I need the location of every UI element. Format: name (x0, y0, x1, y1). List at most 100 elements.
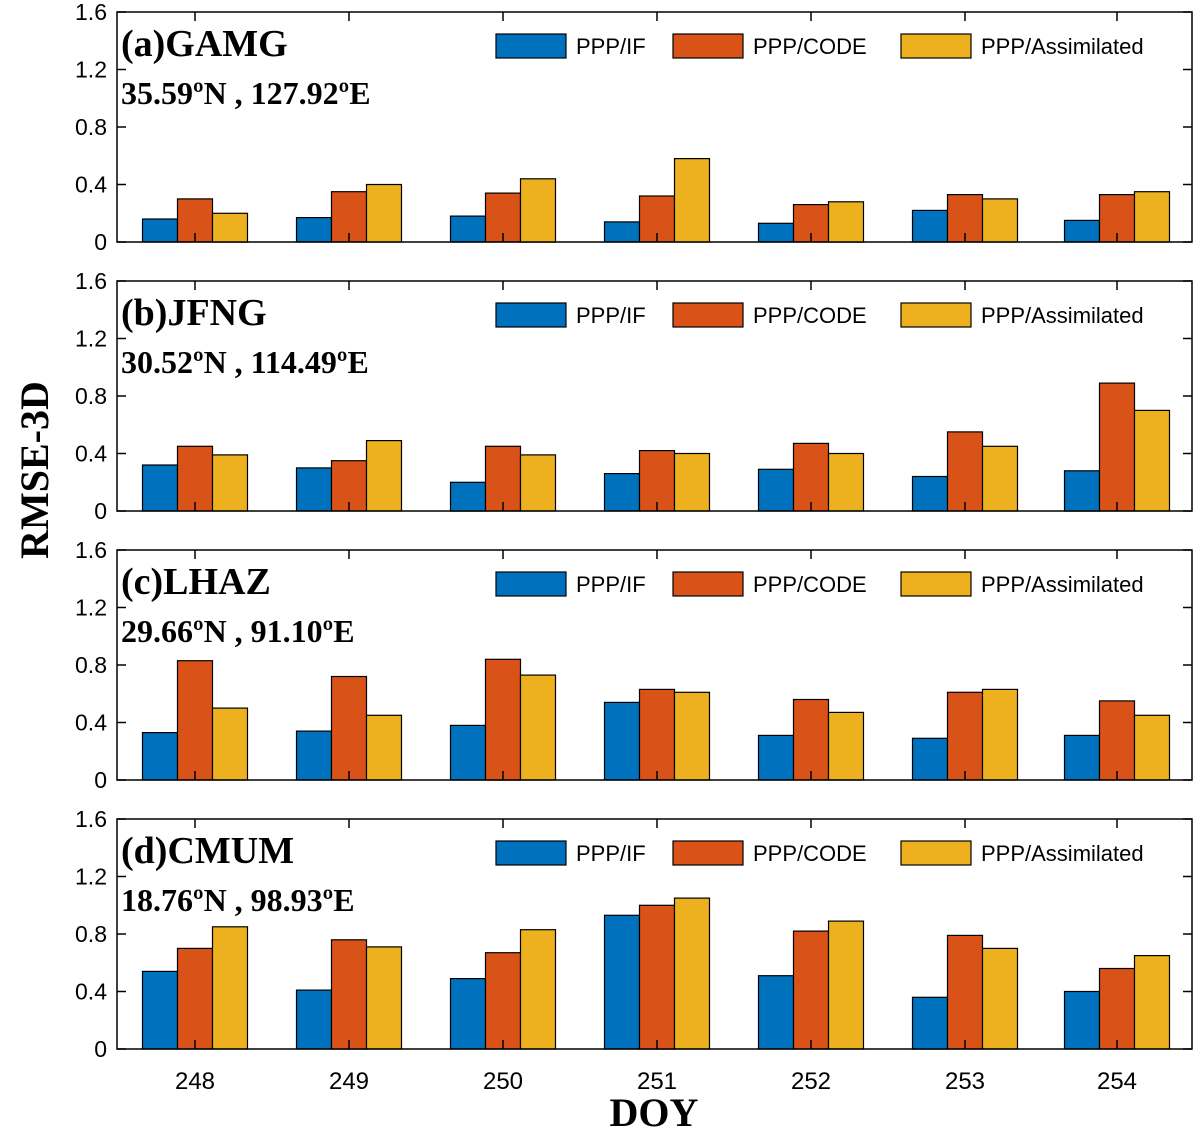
bar-ppp-assimilated-251 (673, 691, 711, 781)
bar-ppp-assimilated-250 (519, 178, 557, 243)
bar-ppp-if-250 (449, 977, 487, 1050)
bar-ppp-assimilated-253 (981, 198, 1019, 243)
bar-ppp-code-248 (176, 660, 214, 781)
legend-swatch-ppp-if (495, 571, 567, 597)
bar-ppp-code-253 (946, 431, 984, 512)
x-tick-label-248: 248 (175, 1068, 215, 1095)
bar-ppp-assimilated-254 (1133, 714, 1171, 781)
bar-ppp-assimilated-248 (211, 926, 249, 1050)
y-tick-label: 1.6 (75, 0, 107, 25)
panel-jfng: 0 0.4 0.8 1.2 1.6 (b)JFNG 30.52ºN , 114.49ºE PP… (75, 268, 1193, 524)
bar-ppp-if-252 (757, 975, 795, 1050)
bar-ppp-if-252 (757, 468, 795, 512)
panel-lhaz: 0 0.4 0.8 1.2 1.6 (c)LHAZ 29.66ºN , 91.10ºE PPP… (75, 537, 1193, 793)
legend-label-ppp-if: PPP/IF (576, 34, 646, 59)
bar-ppp-code-251 (638, 450, 676, 512)
bar-ppp-assimilated-251 (673, 158, 711, 243)
bar-ppp-if-249 (295, 989, 333, 1050)
bar-ppp-code-252 (792, 930, 830, 1050)
bar-ppp-if-254 (1063, 219, 1101, 243)
legend-swatch-ppp-if (495, 840, 567, 866)
bar-ppp-if-254 (1063, 990, 1101, 1050)
legend-swatch-ppp-assimilated (900, 302, 972, 328)
bar-ppp-assimilated-249 (365, 183, 403, 243)
bar-ppp-code-254 (1098, 967, 1136, 1050)
x-tick-label-250: 250 (483, 1068, 523, 1095)
y-tick-label: 1.6 (75, 268, 107, 294)
bar-ppp-assimilated-248 (211, 454, 249, 512)
x-tick-label-253: 253 (945, 1068, 985, 1095)
panel-label: (a)GAMG (121, 23, 288, 65)
bar-ppp-code-249 (330, 675, 368, 781)
bar-ppp-assimilated-254 (1133, 954, 1171, 1050)
station-coordinates: 30.52ºN , 114.49ºE (121, 344, 369, 380)
bar-ppp-assimilated-254 (1133, 409, 1171, 512)
legend-swatch-ppp-assimilated (900, 571, 972, 597)
bar-ppp-assimilated-253 (981, 445, 1019, 512)
legend-swatch-ppp-assimilated (900, 33, 972, 59)
y-tick-label: 0 (94, 498, 107, 524)
bar-ppp-if-250 (449, 724, 487, 781)
legend-label-ppp-code: PPP/CODE (753, 303, 867, 328)
y-tick-label: 0.4 (75, 710, 107, 736)
legend-swatch-ppp-if (495, 302, 567, 328)
legend-label-ppp-assimilated: PPP/Assimilated (981, 841, 1144, 866)
station-coordinates: 18.76ºN , 98.93ºE (121, 882, 355, 918)
bar-ppp-code-254 (1098, 382, 1136, 512)
bar-ppp-if-251 (603, 914, 641, 1050)
x-tick-label-252: 252 (791, 1068, 831, 1095)
legend-label-ppp-code: PPP/CODE (753, 572, 867, 597)
bar-ppp-code-254 (1098, 700, 1136, 781)
y-tick-label: 0.8 (75, 114, 107, 140)
panel-cmum: 0 0.4 0.8 1.2 1.6 (d)CMUM 18.76ºN , 98.93ºE PPP… (75, 806, 1193, 1062)
bar-ppp-code-250 (484, 658, 522, 781)
bar-ppp-if-248 (141, 464, 179, 512)
bar-ppp-if-253 (911, 475, 949, 512)
bar-ppp-assimilated-252 (827, 201, 865, 243)
legend-label-ppp-code: PPP/CODE (753, 841, 867, 866)
bar-ppp-assimilated-251 (673, 897, 711, 1050)
bar-ppp-if-249 (295, 730, 333, 781)
legend-swatch-ppp-code (672, 840, 744, 866)
legend-label-ppp-code: PPP/CODE (753, 34, 867, 59)
bar-ppp-if-248 (141, 970, 179, 1050)
bar-ppp-code-250 (484, 445, 522, 512)
panel-gamg: 0 0.4 0.8 1.2 1.6 (a)GAMG 35.59ºN , 127.92ºE PP… (75, 0, 1193, 255)
bar-ppp-assimilated-249 (365, 946, 403, 1050)
y-axis-title: RMSE-3D (12, 381, 57, 559)
bar-ppp-code-249 (330, 939, 368, 1050)
bar-ppp-if-250 (449, 215, 487, 243)
y-tick-label: 0.8 (75, 383, 107, 409)
bar-ppp-code-250 (484, 952, 522, 1050)
y-tick-label: 1.6 (75, 806, 107, 832)
bar-ppp-assimilated-250 (519, 929, 557, 1050)
bar-ppp-assimilated-250 (519, 454, 557, 512)
x-tick-label-249: 249 (329, 1068, 369, 1095)
legend-swatch-ppp-code (672, 302, 744, 328)
legend-label-ppp-if: PPP/IF (576, 841, 646, 866)
y-tick-label: 1.2 (75, 326, 107, 352)
bar-ppp-if-251 (603, 473, 641, 512)
panel-label: (d)CMUM (121, 830, 294, 872)
bar-ppp-assimilated-250 (519, 674, 557, 781)
legend-label-ppp-if: PPP/IF (576, 303, 646, 328)
station-coordinates: 29.66ºN , 91.10ºE (121, 613, 355, 649)
bar-ppp-if-253 (911, 209, 949, 243)
bar-ppp-if-252 (757, 734, 795, 781)
bar-ppp-assimilated-248 (211, 707, 249, 781)
bar-ppp-assimilated-253 (981, 947, 1019, 1050)
bar-ppp-if-250 (449, 481, 487, 512)
bar-ppp-assimilated-249 (365, 714, 403, 781)
station-coordinates: 35.59ºN , 127.92ºE (121, 75, 371, 111)
bar-ppp-assimilated-249 (365, 440, 403, 512)
y-tick-label: 0.4 (75, 172, 107, 198)
legend-swatch-ppp-code (672, 33, 744, 59)
bar-ppp-code-248 (176, 947, 214, 1050)
bar-ppp-if-253 (911, 737, 949, 781)
legend-swatch-ppp-assimilated (900, 840, 972, 866)
panel-label: (c)LHAZ (121, 561, 271, 603)
x-tick-label-251: 251 (637, 1068, 677, 1095)
panel-label: (b)JFNG (121, 292, 267, 334)
legend-label-ppp-assimilated: PPP/Assimilated (981, 303, 1144, 328)
